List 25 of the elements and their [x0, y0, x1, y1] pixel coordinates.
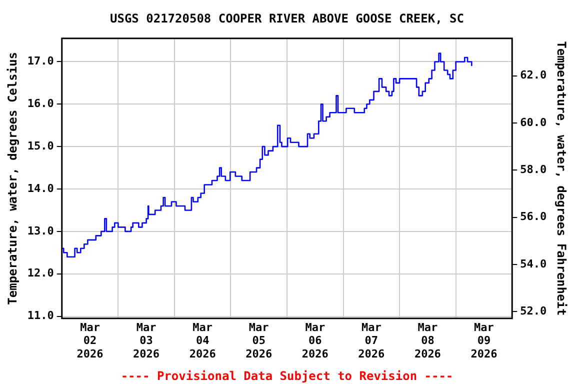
chart-title: USGS 021720508 COOPER RIVER ABOVE GOOSE CREEK, SC	[110, 11, 464, 26]
y-tick-label: 16.0	[27, 97, 54, 110]
y2-axis-title: Temperature, water, degrees Fahrenheit	[554, 41, 569, 316]
y-tick-label: 17.0	[27, 54, 54, 68]
y2-tick-label: 60.0	[520, 116, 547, 129]
y-tick-label: 12.0	[27, 266, 54, 280]
y-tick-label: 14.0	[27, 182, 54, 195]
x-tick-label: Mar 09 2026	[470, 320, 498, 360]
y-tick-label: 11.0	[27, 309, 54, 322]
x-tick-label: Mar 03 2026	[133, 320, 160, 360]
y-axis-title: Temperature, water, degrees Celsius	[5, 52, 20, 305]
text: ---- Provisional Data Subject to Revision ----	[120, 369, 454, 383]
x-tick-label: Mar 04 2026	[189, 320, 216, 360]
y2-tick-label: 54.0	[520, 257, 547, 270]
y2-tick-label: 62.0	[520, 68, 547, 82]
y2-tick-label: 56.0	[520, 210, 547, 224]
x-tick-label: Mar 06 2026	[302, 320, 329, 360]
y2-tick-label: 58.0	[520, 163, 547, 176]
y2-tick-label: 52.0	[520, 304, 547, 318]
y-tick-label: 15.0	[27, 139, 54, 152]
x-tick-label: Mar 05 2026	[246, 320, 272, 360]
y-tick-label: 13.0	[27, 224, 54, 238]
x-tick-label: Mar 02 2026	[76, 320, 104, 360]
x-tick-label: Mar 08 2026	[414, 320, 442, 360]
x-tick-label: Mar 07 2026	[358, 320, 386, 360]
